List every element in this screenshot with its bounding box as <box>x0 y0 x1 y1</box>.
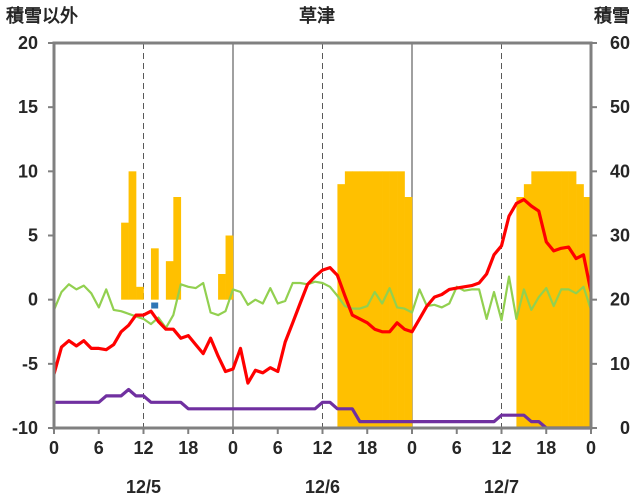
right-tick-label: 20 <box>610 290 630 310</box>
snow-bar <box>344 171 353 429</box>
snow-bar <box>121 222 129 300</box>
left-tick-label: 10 <box>18 161 38 181</box>
right-tick-label: 40 <box>610 161 630 181</box>
snow-bar <box>337 184 346 428</box>
snow-bar <box>218 274 226 300</box>
left-tick-label: 15 <box>18 97 38 117</box>
plot-area <box>52 43 593 430</box>
x-tick-label: 6 <box>273 438 283 458</box>
snow-bar <box>568 171 577 429</box>
snow-bar <box>165 261 174 300</box>
snow-bar <box>561 171 569 429</box>
snow-bar <box>128 171 137 300</box>
snow-bar <box>397 171 405 429</box>
snow-bar <box>382 171 390 429</box>
purple-series-line <box>54 387 591 430</box>
x-tick-label: 18 <box>536 438 556 458</box>
snow-bar <box>538 171 547 429</box>
x-tick-label: 0 <box>586 438 596 458</box>
day-label: 12/6 <box>305 477 340 497</box>
right-axis-title: 積雪 <box>593 5 630 27</box>
right-tick-label: 60 <box>610 33 630 53</box>
snow-bar <box>136 286 144 300</box>
right-tick-label: 50 <box>610 97 630 117</box>
snow-bar <box>225 235 234 300</box>
x-tick-label: 0 <box>228 438 238 458</box>
x-tick-label: 0 <box>49 438 59 458</box>
left-tick-label: -5 <box>22 354 38 374</box>
x-tick-label: 6 <box>452 438 462 458</box>
snow-bar <box>583 197 592 428</box>
right-tick-label: 30 <box>610 226 630 246</box>
left-tick-label: 0 <box>28 290 38 310</box>
x-tick-label: 12 <box>491 438 511 458</box>
x-tick-label: 6 <box>94 438 104 458</box>
snow-bar <box>516 197 525 428</box>
x-tick-label: 0 <box>407 438 417 458</box>
left-tick-label: -10 <box>12 418 38 438</box>
x-tick-label: 12 <box>312 438 332 458</box>
snow-bar <box>359 171 368 429</box>
x-tick-label: 18 <box>357 438 377 458</box>
day-label: 12/5 <box>126 477 161 497</box>
snow-bar <box>576 184 584 428</box>
snow-bar <box>173 197 182 300</box>
left-tick-label: 20 <box>18 33 38 53</box>
snow-bar <box>404 197 413 428</box>
green-series-line <box>52 275 593 329</box>
x-tick-label: 12 <box>133 438 153 458</box>
snow-bar <box>352 171 361 429</box>
red-series-line <box>52 198 593 385</box>
snow-bar <box>531 171 540 429</box>
blue-marker <box>151 302 159 309</box>
left-axis-title: 積雪以外 <box>5 5 78 27</box>
snow-bar <box>150 248 159 300</box>
left-tick-label: 5 <box>28 226 38 246</box>
right-tick-label: 10 <box>610 354 630 374</box>
chart-title: 草津 <box>299 5 335 27</box>
right-tick-label: 0 <box>620 418 630 438</box>
snow-bar <box>523 184 532 428</box>
x-tick-label: 18 <box>178 438 198 458</box>
day-label: 12/7 <box>484 477 519 497</box>
